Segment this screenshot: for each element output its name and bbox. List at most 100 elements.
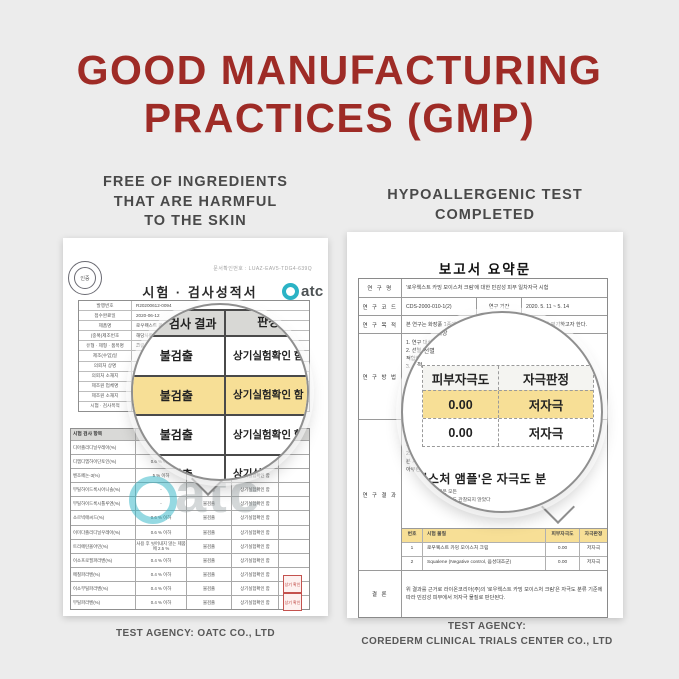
row-label: 연 구 결 과 bbox=[359, 420, 402, 570]
col-header: 피부자극도 bbox=[546, 529, 580, 542]
table-row-highlighted: 불검출 상기실험확인 함 bbox=[133, 374, 307, 414]
col-header: 시험 검사 항목 bbox=[71, 429, 136, 440]
page-title-line2: PRACTICES (GMP) bbox=[143, 95, 536, 141]
ingredient-verdict: 상기실험확인 함 bbox=[232, 525, 279, 539]
summary-title: 보고서 요약문 bbox=[438, 262, 532, 277]
ingredient-name: 이소프로필파라벤(%) bbox=[71, 553, 136, 567]
ingredient-verdict: 상기실험확인 함 bbox=[232, 469, 279, 483]
info-label: 제조(수입)일 bbox=[79, 351, 132, 361]
verdict-cell: 저자극 bbox=[528, 399, 564, 413]
row-label: 결 론 bbox=[359, 571, 402, 617]
right-subtitle-line2: COMPLETED bbox=[434, 206, 536, 223]
left-subtitle-line3: TO THE SKIN bbox=[144, 213, 247, 229]
substance-table-header: 번호 시험 물질 피부자극도 자극판정 bbox=[402, 529, 607, 542]
ingredient-verdict: 상기실험확인 함 bbox=[232, 567, 279, 581]
substance-name: 로우웩스트 카밍 모이스처 크림 bbox=[423, 542, 546, 556]
ingredient-name: 부틸하이드록시톨루엔(%) bbox=[71, 497, 136, 511]
summary-report-document: 보고서 요약문 연 구 명 '로우웩스트 카밍 모이스처 크림'에 대한 민감성… bbox=[347, 232, 623, 618]
ingredient-name: 부틸파라벤(%) bbox=[71, 596, 136, 610]
info-label: 유형 · 제형 · 품목명 bbox=[79, 341, 132, 351]
magnified-table-header: 시험 · 검사 결과 판정 bbox=[133, 309, 307, 335]
irritation-verdict: 저자극 bbox=[586, 546, 601, 552]
report-title: 시험 · 검사성적서 bbox=[142, 285, 258, 300]
verdict-cell: 저자극 bbox=[528, 427, 564, 441]
ingredient-name: 트리에탄올아민(%) bbox=[71, 539, 136, 553]
ingredient-limit: 0.4 % 이하 bbox=[136, 596, 187, 610]
substance-no: 2 bbox=[402, 556, 423, 570]
page-title-line1: GOOD MANUFACTURING bbox=[76, 47, 603, 93]
substance-no: 1 bbox=[402, 542, 423, 556]
info-value: R20200612-0094 bbox=[136, 303, 172, 309]
right-subtitle-line1: HYPOALLERGENIC TEST bbox=[387, 187, 583, 203]
ingredient-name: 이미다졸리디닐우레아(%) bbox=[71, 525, 136, 539]
ingredient-limit: 사용 후 씻어내지 않는 제품에 2.5 % bbox=[136, 539, 187, 553]
magnified-small-line: 본 시험물질은 모든 bbox=[419, 490, 457, 495]
info-label: 의뢰처 상명 bbox=[79, 361, 132, 371]
magnified-small-text: 본 시험물질은 모든 아무런 피부 반응도 관찰되지 않았다 bbox=[419, 489, 491, 505]
verdict-cell: 상기실험확인 함 bbox=[233, 349, 304, 362]
right-caption-line1: TEST AGENCY: bbox=[447, 621, 527, 632]
study-name: '로우웩스트 카밍 모이스처 크림'에 대한 민감성 피부 일차자극 시험 bbox=[406, 285, 549, 291]
oatc-logo-ring-icon bbox=[282, 283, 299, 300]
right-subtitle: HYPOALLERGENIC TEST COMPLETED bbox=[347, 186, 623, 225]
agency-round-stamp-text: 인증 bbox=[74, 267, 96, 289]
ingredient-result: 불검출 bbox=[187, 539, 232, 553]
table-row: 불검출 상기실험확인 함 bbox=[133, 335, 307, 375]
irritation-score: 0.00 bbox=[546, 556, 580, 570]
result-cell: 불검출 bbox=[133, 455, 226, 479]
table-row: 이소프로필파라벤(%) 0.4 % 이하 불검출 상기실험확인 함 bbox=[71, 553, 309, 568]
magnified-irritation-table: 피부자극도 자극판정 0.00 저자극 0.00 저자극 bbox=[422, 365, 594, 447]
ingredient-extra bbox=[279, 526, 309, 539]
ingredient-result: 불검출 bbox=[187, 525, 232, 539]
ingredient-name: 메칠파라벤(%) bbox=[71, 567, 136, 581]
info-label: 의뢰처 소재지 bbox=[79, 371, 132, 381]
info-label: 제조원 소재지 bbox=[79, 391, 132, 401]
row-label: 연 구 명 bbox=[359, 279, 402, 297]
row-label: 연 구 코 드 bbox=[359, 298, 402, 315]
ingredient-verdict: 상기실험확인 함 bbox=[232, 483, 279, 497]
left-subtitle-line2: THAT ARE HARMFUL bbox=[113, 193, 278, 210]
table-row: 불검출 상기실험확인 함 bbox=[133, 414, 307, 454]
ingredient-result: 불검출 bbox=[187, 596, 232, 610]
col-header: 판정 bbox=[257, 315, 280, 330]
magnified-fragment: 1. 연구 대상 bbox=[417, 331, 448, 337]
info-label: 제품명 bbox=[79, 321, 132, 331]
verdict-cell: 상기실험확인 함 bbox=[233, 428, 304, 441]
ingredient-limit: 0.4 % 이하 bbox=[136, 553, 187, 567]
magnified-result-table: 시험 · 검사 결과 판정 불검출 상기실험확인 함 불검출 상기실험확인 함 … bbox=[133, 309, 307, 479]
score-cell: 0.00 bbox=[423, 391, 499, 418]
ingredient-name: 소르빅애씨드(%) bbox=[71, 511, 136, 525]
result-cell: 불검출 bbox=[133, 337, 226, 375]
col-header: 시험 물질 bbox=[423, 529, 546, 542]
table-row: 이미다졸리디닐우레아(%) 0.6 % 이하 불검출 상기실험확인 함 bbox=[71, 525, 309, 540]
result-cell: 불검출 bbox=[133, 376, 226, 414]
result-cell: 불검출 bbox=[133, 416, 226, 454]
magnified-fragment: 2. 선별 bbox=[417, 349, 435, 355]
ingredient-name: 디아졸리디닐우레아(%) bbox=[71, 441, 136, 455]
magnifier-circle-left: 시험 · 검사 결과 판정 불검출 상기실험확인 함 불검출 상기실험확인 함 … bbox=[131, 303, 309, 481]
right-test-agency-caption: TEST AGENCY: COREDERM CLINICAL TRIALS CE… bbox=[332, 619, 642, 649]
ingredient-verdict: 상기실험확인 함 bbox=[232, 581, 279, 596]
col-header: 피부자극도 bbox=[423, 366, 499, 390]
verdict-cell: 상기실험확인 함 bbox=[233, 389, 304, 402]
info-label: 시험 · 검사목적 bbox=[79, 401, 132, 412]
col-header: 자극판정 bbox=[584, 532, 603, 538]
substance-name: Squalene (Negative control, 음성대조군) bbox=[423, 556, 546, 570]
ingredient-name: 부틸하이드록시아니솔(%) bbox=[71, 483, 136, 497]
table-row: 메칠파라벤(%) 0.4 % 이하 불검출 상기실험확인 함 bbox=[71, 567, 309, 582]
red-seal-stamp: 상기 확인 bbox=[283, 575, 302, 593]
col-header: 자극판정 bbox=[522, 372, 569, 387]
agency-round-stamp: 인증 bbox=[68, 261, 102, 295]
row-label: 연 구 목 적 bbox=[359, 316, 402, 333]
magnifier-circle-right: 1. 연구 대상 2. 선별 적 피부자극도 자극판정 0.00 저자극 0.0… bbox=[401, 311, 603, 513]
study-period: 2020. 5. 11 ~ 5. 14 bbox=[526, 303, 570, 310]
table-row: 2 Squalene (Negative control, 음성대조군) 0.0… bbox=[402, 555, 607, 570]
ingredient-extra bbox=[279, 540, 309, 553]
info-label: 제조원 업체명 bbox=[79, 381, 132, 391]
page-title: GOOD MANUFACTURING PRACTICES (GMP) bbox=[0, 46, 679, 142]
ingredient-verdict: 상기실험확인 함 bbox=[232, 511, 279, 525]
col-header: 번호 bbox=[402, 529, 423, 542]
info-value: 크림 bbox=[136, 342, 145, 348]
table-row: 트리에탄올아민(%) 사용 후 씻어내지 않는 제품에 2.5 % 불검출 상기… bbox=[71, 539, 309, 554]
red-seal-stamp: 상기 확인 bbox=[283, 593, 302, 611]
